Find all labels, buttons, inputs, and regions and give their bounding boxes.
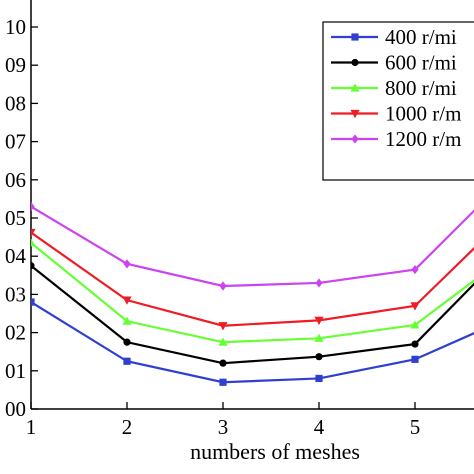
- series-600-r-mi: [31, 262, 474, 367]
- legend-item: 600 r/mi: [331, 51, 457, 75]
- data-point: [31, 298, 35, 306]
- series-1000-r-m: [31, 228, 474, 331]
- data-point: [350, 83, 360, 92]
- series-800-r-mi: [31, 238, 474, 346]
- data-point: [219, 359, 227, 367]
- data-point: [123, 357, 131, 365]
- data-point: [219, 281, 227, 291]
- data-point: [218, 337, 228, 346]
- x-tick-label: 3: [218, 415, 229, 439]
- data-point: [411, 355, 419, 363]
- legend-box: [322, 21, 474, 181]
- data-point: [410, 302, 420, 311]
- data-point: [31, 228, 36, 238]
- legend-item: 800 r/mi: [331, 76, 457, 100]
- y-axis-ticks: 00 01 02 03 04 05 06 07 08 09 10: [5, 15, 38, 421]
- data-point: [314, 333, 324, 342]
- series-line: [31, 301, 474, 384]
- data-point: [314, 316, 324, 325]
- data-point: [218, 322, 228, 331]
- legend-label: 1200 r/m: [385, 127, 461, 151]
- y-tick-label: 09: [5, 53, 26, 77]
- data-point: [411, 340, 419, 348]
- data-point: [351, 58, 359, 67]
- series-line: [31, 231, 474, 327]
- y-tick-label: 03: [5, 282, 26, 306]
- data-point: [122, 316, 132, 325]
- y-tick-label: 00: [5, 397, 26, 421]
- data-point: [315, 374, 323, 383]
- series-line: [31, 205, 474, 288]
- x-axis-ticks: 1 2 3 4 5: [26, 402, 421, 439]
- x-tick-label: 2: [122, 415, 133, 439]
- data-point: [219, 378, 227, 386]
- data-point: [315, 353, 323, 361]
- data-point: [410, 320, 420, 329]
- y-tick-label: 08: [5, 91, 26, 115]
- data-point: [31, 201, 35, 212]
- y-tick-label: 01: [5, 359, 26, 383]
- legend-label: 600 r/mi: [385, 51, 457, 75]
- x-axis-title: numbers of meshes: [190, 439, 360, 464]
- series-line: [31, 264, 474, 365]
- legend-item: 1200 r/m: [331, 127, 461, 151]
- series-400-r-mi: [31, 298, 474, 386]
- x-tick-label: 5: [410, 415, 421, 439]
- y-tick-label: 05: [5, 206, 26, 230]
- data-point: [411, 264, 419, 275]
- legend-item: 400 r/mi: [331, 25, 457, 49]
- data-point: [123, 259, 131, 269]
- legend-item: 1000 r/m: [331, 102, 461, 126]
- x-tick-label: 1: [26, 415, 37, 439]
- legend-label: 800 r/mi: [385, 76, 457, 100]
- data-point: [350, 109, 360, 119]
- data-point: [31, 238, 36, 247]
- series-1200-r-m: [31, 201, 474, 291]
- data-point: [31, 262, 35, 270]
- y-tick-label: 02: [5, 321, 26, 345]
- y-tick-label: 04: [5, 244, 27, 268]
- series-line: [31, 241, 474, 344]
- data-point: [122, 296, 132, 305]
- y-tick-label: 06: [5, 168, 26, 192]
- series-layer: [31, 201, 474, 386]
- legend-label: 1000 r/m: [385, 102, 461, 126]
- data-point: [315, 278, 323, 288]
- y-tick-label: 07: [5, 130, 26, 154]
- data-point: [351, 134, 359, 144]
- x-tick-label: 4: [314, 415, 325, 439]
- data-point: [351, 33, 359, 41]
- legend-label: 400 r/mi: [385, 25, 457, 49]
- data-point: [123, 338, 131, 346]
- y-tick-label: 10: [5, 15, 26, 39]
